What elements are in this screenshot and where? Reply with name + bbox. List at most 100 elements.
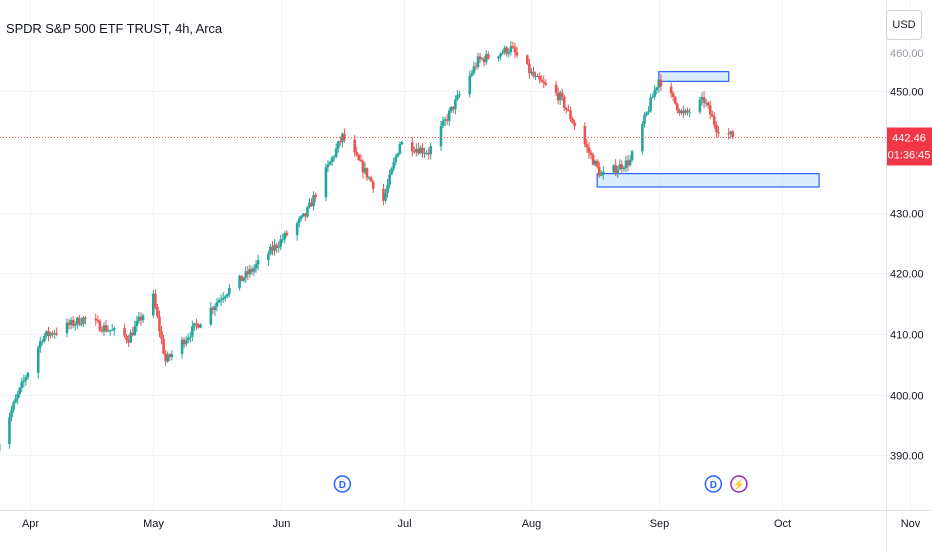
candle-up <box>394 157 397 162</box>
candle-up <box>296 223 299 235</box>
candle-up <box>468 76 471 95</box>
candle-up <box>497 56 500 58</box>
candle-layer <box>0 41 734 454</box>
candle-up <box>18 388 21 394</box>
candle-up <box>471 73 474 75</box>
candle-down <box>672 93 675 97</box>
candle-up <box>688 112 691 113</box>
candle-up <box>20 382 23 388</box>
bar-countdown-label: 01:36:45 <box>888 150 931 162</box>
candle-up <box>199 325 202 328</box>
currency-button[interactable]: USD <box>886 10 922 40</box>
x-tick-label: Nov <box>901 518 921 530</box>
candle-up <box>187 338 190 341</box>
candle-up <box>456 95 459 99</box>
candle-up <box>651 97 654 98</box>
candle-up <box>8 417 11 444</box>
candle-up <box>392 162 395 168</box>
candle-up <box>649 98 652 112</box>
candle-up <box>80 324 83 325</box>
candle-up <box>189 337 192 338</box>
support-zone <box>597 174 819 187</box>
candle-down <box>674 97 677 104</box>
candle-up <box>653 90 656 96</box>
candle-down <box>123 328 126 336</box>
candle-up <box>631 151 634 159</box>
candle-down <box>487 54 490 58</box>
candle-up <box>442 121 445 126</box>
candle-up <box>454 99 457 109</box>
candle-down <box>372 181 375 188</box>
candle-up <box>643 115 646 124</box>
candle-up <box>255 264 258 268</box>
candle-up <box>623 168 626 169</box>
candle-up <box>327 165 330 168</box>
candle-up <box>390 169 393 175</box>
x-tick-label: Oct <box>774 518 791 530</box>
candle-down <box>540 80 543 82</box>
candle-down <box>353 140 356 152</box>
candle-up <box>277 247 280 248</box>
candle-up <box>134 326 137 335</box>
candle-up <box>602 172 605 175</box>
candle-up <box>458 94 461 95</box>
candle-down <box>343 134 346 140</box>
candle-up <box>616 170 619 173</box>
candle-up <box>279 239 282 246</box>
candle-down <box>366 168 369 178</box>
candle-down <box>360 160 363 161</box>
candle-up <box>185 340 188 344</box>
candle-up <box>647 111 650 112</box>
candle-down <box>125 336 128 340</box>
candle-up <box>331 157 334 162</box>
candle-down <box>709 105 712 114</box>
candle-up <box>386 185 389 193</box>
candle-up <box>113 328 116 330</box>
x-tick-label: May <box>143 518 164 530</box>
candle-down <box>676 104 679 111</box>
candle-down <box>411 142 414 151</box>
candle-down <box>358 155 361 160</box>
candle-up <box>281 239 284 240</box>
candle-down <box>78 318 81 325</box>
candle-down <box>711 114 714 116</box>
candle-up <box>501 53 504 54</box>
candle-up <box>37 347 40 372</box>
y-tick-label-clipped: 460.00 <box>890 48 924 60</box>
candle-up <box>448 111 451 121</box>
candle-up <box>298 219 301 223</box>
candle-down <box>561 93 564 97</box>
y-tick-label: 390.00 <box>890 451 924 463</box>
candle-up <box>440 126 443 146</box>
candle-down <box>686 110 689 112</box>
candle-up <box>226 294 229 296</box>
candle-down <box>717 132 720 133</box>
candle-down <box>732 131 735 136</box>
candle-up <box>333 157 336 158</box>
dividend-icon: D <box>710 480 717 491</box>
candle-up <box>43 336 46 341</box>
candle-down <box>154 294 157 307</box>
candle-up <box>25 377 28 380</box>
x-tick-label: Aug <box>522 518 542 530</box>
dividend-icon: D <box>339 480 346 491</box>
candle-up <box>10 410 13 417</box>
y-tick-label: 450.00 <box>890 87 924 99</box>
candle-up <box>300 216 303 219</box>
y-tick-label: 430.00 <box>890 209 924 221</box>
candle-down <box>555 85 558 93</box>
candle-down <box>160 331 163 339</box>
candle-down <box>563 97 566 108</box>
candle-down <box>512 46 515 47</box>
candle-down <box>588 147 591 153</box>
x-tick-label: Sep <box>650 518 670 530</box>
candle-up <box>23 380 26 382</box>
candle-up <box>499 54 502 57</box>
candle-up <box>508 52 511 54</box>
candle-up <box>335 149 338 157</box>
candle-up <box>218 300 221 302</box>
symbol-title[interactable]: SPDR S&P 500 ETF TRUST, 4h, Arca <box>6 21 222 36</box>
